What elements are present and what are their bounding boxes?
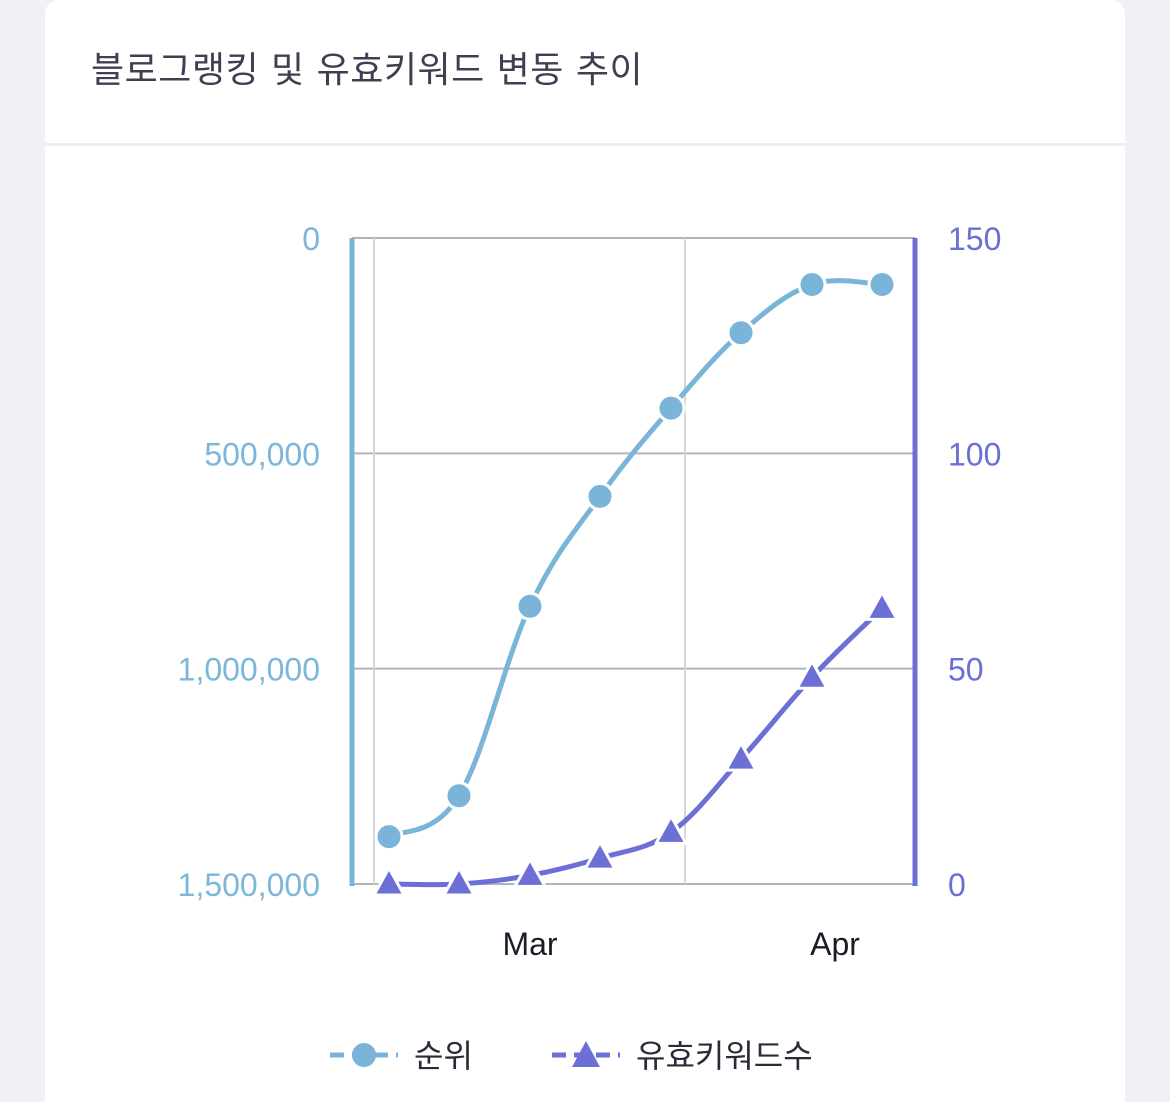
legend-label-rank: 순위 (414, 1037, 473, 1075)
y-left-tick-label: 1,500,000 (178, 867, 320, 903)
y-left-tick-label: 0 (302, 221, 320, 257)
data-point-circle[interactable] (867, 270, 897, 300)
y-left-tick-label: 1,000,000 (178, 652, 320, 688)
series-line (386, 605, 885, 888)
y-right-tick-label: 0 (948, 867, 966, 903)
y-right-tick-label: 50 (948, 652, 984, 688)
y-right-tick-label: 100 (948, 436, 1001, 472)
data-point-circle[interactable] (444, 781, 474, 811)
series-line (386, 278, 885, 840)
legend-item-keywords[interactable]: 유효키워드수 (552, 1037, 813, 1075)
data-point-circle[interactable] (797, 270, 827, 300)
data-point-triangle[interactable] (513, 857, 547, 888)
data-point-circle[interactable] (374, 822, 404, 852)
card-title: 블로그랭킹 및 유효키워드 변동 추이 (91, 50, 644, 91)
y-right-tick-label: 150 (948, 221, 1001, 257)
series-keywords (372, 590, 899, 897)
data-point-triangle[interactable] (372, 866, 406, 897)
series-rank (374, 270, 897, 852)
data-point-triangle[interactable] (795, 659, 829, 690)
data-point-triangle[interactable] (654, 814, 688, 845)
chart-legend: 순위 유효키워드수 (330, 1037, 813, 1075)
data-point-triangle[interactable] (583, 840, 617, 871)
chart-series (372, 270, 899, 897)
triangle-marker-icon (572, 1041, 600, 1067)
chart-grid (352, 237, 915, 885)
data-point-circle[interactable] (726, 318, 756, 348)
circle-marker-icon (352, 1043, 376, 1067)
data-point-triangle[interactable] (865, 590, 899, 621)
x-tick-label: Apr (810, 926, 860, 962)
y-left-tick-label: 500,000 (204, 436, 320, 472)
data-point-circle[interactable] (656, 393, 686, 423)
chart-card: 블로그랭킹 및 유효키워드 변동 추이 (45, 0, 1125, 1102)
legend-item-rank[interactable]: 순위 (330, 1037, 473, 1075)
card-header: 블로그랭킹 및 유효키워드 변동 추이 (45, 0, 1125, 146)
data-point-triangle[interactable] (442, 866, 476, 897)
legend-label-keywords: 유효키워드수 (636, 1037, 813, 1075)
data-point-triangle[interactable] (724, 741, 758, 772)
x-tick-label: Mar (502, 926, 557, 962)
data-point-circle[interactable] (515, 591, 545, 621)
chart-axes: 0 150 500,000 100 1,000,000 50 1,500,000 0 Mar Ap… (178, 221, 1002, 962)
data-point-circle[interactable] (585, 481, 615, 511)
